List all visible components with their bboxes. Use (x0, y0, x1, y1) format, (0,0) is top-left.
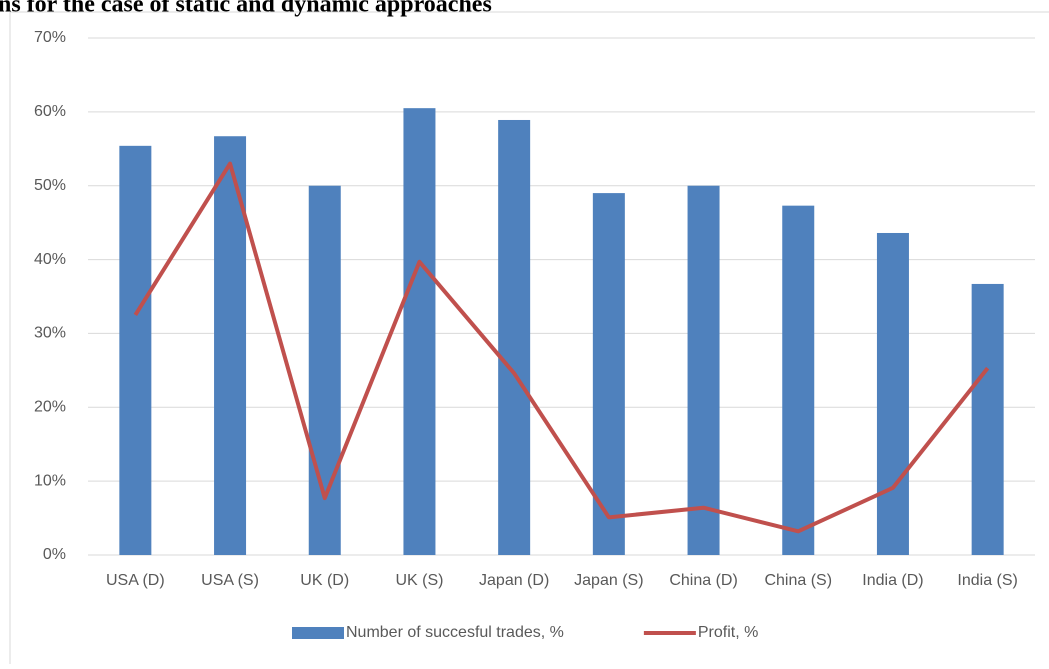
x-tick-label: USA (S) (201, 572, 259, 589)
x-tick-label: USA (D) (106, 572, 165, 589)
bar (971, 283, 1004, 555)
y-tick-label: 10% (34, 472, 66, 489)
y-tick-label: 20% (34, 399, 66, 416)
bar (687, 185, 720, 555)
legend-label: Profit, % (698, 624, 758, 641)
y-tick-label: 70% (34, 29, 66, 46)
bar (876, 232, 909, 556)
y-tick-label: 50% (34, 177, 66, 194)
bar (403, 108, 436, 556)
x-tick-label: UK (D) (300, 572, 349, 589)
bar (498, 119, 531, 555)
y-tick-label: 30% (34, 325, 66, 342)
x-tick-label: Japan (S) (574, 572, 643, 589)
y-tick-label: 60% (34, 103, 66, 120)
line (133, 161, 990, 534)
x-tick-label: India (D) (862, 572, 923, 589)
x-tick-label: China (D) (669, 572, 737, 589)
x-tick-label: UK (S) (395, 572, 443, 589)
y-tick-label: 0% (43, 546, 66, 563)
x-tick-label: China (S) (764, 572, 832, 589)
bar (592, 193, 625, 555)
x-tick-label: India (S) (957, 572, 1017, 589)
chart-title: ns for the case of static and dynamic ap… (0, 0, 492, 18)
bar (119, 145, 152, 555)
bar (782, 205, 815, 556)
legend-label: Number of succesful trades, % (346, 624, 564, 641)
x-tick-label: Japan (D) (479, 572, 549, 589)
y-tick-label: 40% (34, 251, 66, 268)
legend-swatch (292, 627, 344, 639)
